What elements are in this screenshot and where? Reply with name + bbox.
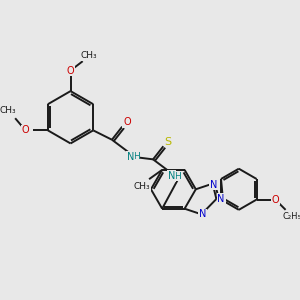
Text: N: N <box>210 180 217 190</box>
Text: H: H <box>174 172 181 181</box>
Text: N: N <box>218 194 225 204</box>
Text: N: N <box>168 171 176 181</box>
Text: CH₃: CH₃ <box>133 182 150 191</box>
Text: S: S <box>164 136 172 147</box>
Text: CH₃: CH₃ <box>81 51 98 60</box>
Text: O: O <box>67 65 74 76</box>
Text: CH₃: CH₃ <box>0 106 16 115</box>
Text: O: O <box>22 125 29 135</box>
Text: H: H <box>133 152 140 161</box>
Text: O: O <box>123 117 131 127</box>
Text: C₂H₅: C₂H₅ <box>283 212 300 221</box>
Text: O: O <box>272 194 279 205</box>
Text: N: N <box>127 152 134 161</box>
Text: N: N <box>199 209 206 219</box>
